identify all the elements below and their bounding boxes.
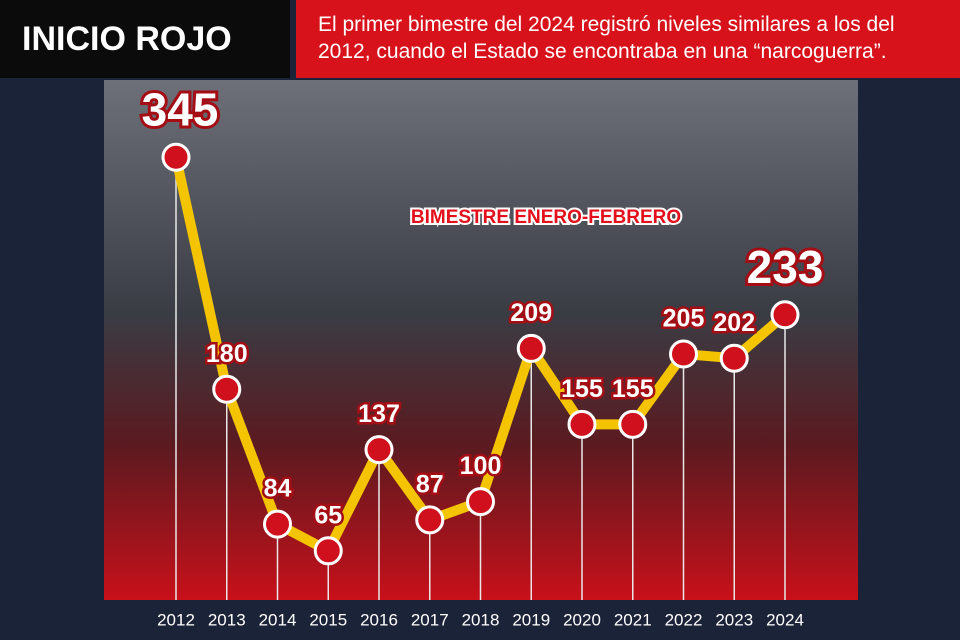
data-label: 100 [460, 452, 502, 480]
x-tick-label: 2013 [208, 610, 246, 629]
data-label: 180 [206, 340, 248, 368]
marker [466, 487, 495, 517]
data-label: 155 [561, 375, 603, 403]
title: INICIO ROJO [0, 0, 290, 78]
x-tick-label: 2022 [665, 610, 703, 629]
data-label: 205 [663, 305, 705, 333]
marker [161, 142, 191, 172]
marker [516, 333, 546, 363]
x-tick-label: 2017 [411, 610, 449, 629]
data-label: 137 [358, 400, 400, 428]
data-label: 87 [416, 471, 444, 499]
marker [263, 509, 292, 539]
data-label: 202 [713, 309, 755, 337]
x-tick-label: 2016 [360, 610, 398, 629]
data-label: 209 [510, 299, 552, 327]
x-tick-label: 2014 [259, 610, 297, 629]
marker [212, 374, 242, 404]
data-label: 84 [264, 475, 292, 503]
x-tick-label: 2018 [462, 610, 500, 629]
data-label: 155 [612, 375, 654, 403]
marker [618, 409, 648, 439]
x-tick-label: 2023 [715, 610, 753, 629]
annotation: BIMESTRE ENERO-FEBRERO [411, 207, 681, 228]
marker [770, 300, 800, 330]
x-tick-label: 2024 [766, 610, 804, 629]
marker [313, 536, 343, 566]
marker [567, 409, 597, 439]
x-tick-label: 2019 [512, 610, 550, 629]
subtitle: El primer bimestre del 2024 registró niv… [296, 0, 960, 78]
marker [415, 505, 445, 535]
x-tick-label: 2015 [309, 610, 347, 629]
data-label: 345 [142, 83, 219, 135]
data-label: 233 [747, 241, 824, 293]
x-tick-label: 2021 [614, 610, 652, 629]
x-tick-label: 2020 [563, 610, 601, 629]
marker [364, 435, 394, 465]
data-label: 65 [314, 501, 342, 529]
marker [669, 339, 698, 369]
x-tick-label: 2012 [157, 610, 195, 629]
marker [719, 343, 749, 373]
